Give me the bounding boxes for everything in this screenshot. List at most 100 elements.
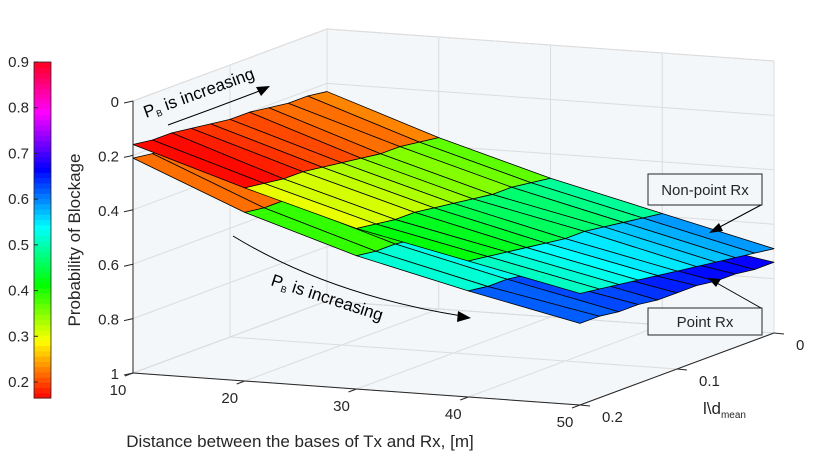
surface-non-point-rx bbox=[132, 91, 775, 294]
z-tick bbox=[123, 154, 134, 158]
x-tick bbox=[236, 380, 245, 385]
colorbar-tick-label: 0.5 bbox=[8, 237, 29, 254]
annotation-bottom-arrowhead bbox=[457, 311, 471, 322]
z-tick-label: 0.4 bbox=[98, 203, 119, 220]
point-rx-label: Point Rx bbox=[677, 314, 734, 331]
colorbar-segment bbox=[34, 298, 51, 305]
colorbar-segment bbox=[34, 356, 51, 362]
y-tick bbox=[579, 404, 591, 407]
y-tick-label: 0.1 bbox=[699, 373, 720, 390]
z-tick bbox=[123, 372, 134, 376]
point-rx-arrow bbox=[714, 281, 762, 309]
colorbar-segment bbox=[34, 119, 51, 126]
colorbar-segment bbox=[34, 125, 51, 131]
colorbar-segment bbox=[34, 182, 51, 189]
annotation-bottom-arrow bbox=[232, 235, 463, 317]
colorbar-segment bbox=[34, 272, 51, 278]
colorbar-tick-label: 0.2 bbox=[8, 374, 29, 391]
colorbar-segment bbox=[34, 224, 51, 231]
x-tick bbox=[571, 404, 581, 409]
gridline-z-left bbox=[132, 246, 328, 320]
x-tick-label: 10 bbox=[110, 382, 127, 399]
colorbar-segment bbox=[34, 361, 51, 368]
surface-face bbox=[467, 286, 600, 324]
nonpoint-rx-arrow bbox=[715, 204, 762, 230]
colorbar-segment bbox=[34, 104, 51, 110]
colorbar: 0.2 0.3 0.4 0.5 0.6 0.7 0.8 0.9 bbox=[8, 54, 52, 399]
colorbar-segment bbox=[34, 392, 51, 399]
colorbar-segment bbox=[34, 146, 51, 152]
z-tick-label: 1 bbox=[111, 366, 119, 383]
colorbar-segment bbox=[34, 329, 51, 336]
x-tick-label: 40 bbox=[445, 406, 462, 423]
nonpoint-rx-label: Non-point Rx bbox=[661, 182, 749, 199]
y-tick bbox=[676, 368, 688, 371]
colorbar-segment bbox=[34, 151, 51, 158]
colorbar-segment bbox=[34, 177, 51, 184]
colorbar-segment bbox=[34, 219, 51, 226]
y-axis-label: l\dmean bbox=[703, 399, 746, 421]
colorbar-segment bbox=[34, 319, 51, 326]
gridline-y-floor bbox=[229, 336, 678, 370]
colorbar-segment bbox=[34, 371, 51, 378]
x-tick bbox=[348, 388, 357, 393]
colorbar-segment bbox=[34, 77, 51, 84]
colorbar-segment bbox=[34, 335, 51, 341]
colorbar-segment bbox=[34, 109, 51, 116]
colorbar-segment bbox=[34, 161, 51, 168]
colorbar-segment bbox=[34, 308, 51, 315]
gridline-z-left bbox=[132, 300, 328, 374]
colorbar-frame bbox=[33, 61, 52, 399]
nonpoint-rx-arrowhead bbox=[709, 223, 723, 233]
z-tick-label: 0.6 bbox=[98, 257, 119, 274]
colorbar-tick-label: 0.4 bbox=[8, 283, 29, 300]
colorbar-segment bbox=[34, 340, 51, 347]
annotation-top-sub: B bbox=[155, 107, 164, 118]
z-tick-label: 0.2 bbox=[98, 148, 119, 165]
colorbar-segment bbox=[34, 235, 51, 242]
x-tick-label: 30 bbox=[333, 398, 350, 415]
colorbar-segment bbox=[34, 67, 51, 74]
colorbar-segment bbox=[34, 387, 51, 394]
y-tick-label: 0.2 bbox=[602, 409, 623, 426]
colorbar-segment bbox=[34, 214, 51, 221]
z-axis-label: Probability of Blockage bbox=[65, 154, 84, 327]
colorbar-tick-label: 0.8 bbox=[8, 100, 29, 117]
colorbar-segment bbox=[34, 287, 51, 294]
colorbar-segment bbox=[34, 98, 51, 105]
colorbar-segment bbox=[34, 193, 51, 200]
gridline-z-back bbox=[326, 82, 775, 116]
colorbar-segment bbox=[34, 156, 51, 163]
colorbar-segment bbox=[34, 140, 51, 147]
colorbar-segment bbox=[34, 167, 51, 173]
annotation-bottom-p: P bbox=[269, 271, 286, 293]
x-axis-label: Distance between the bases of Tx and Rx,… bbox=[126, 432, 473, 451]
colorbar-tick-label: 0.3 bbox=[8, 328, 29, 345]
x-tick-label: 50 bbox=[557, 414, 574, 431]
colorbar-segment bbox=[34, 203, 51, 210]
colorbar-segment bbox=[34, 83, 51, 89]
colorbar-segment bbox=[34, 251, 51, 257]
colorbar-segment bbox=[34, 135, 51, 142]
colorbar-segment bbox=[34, 382, 51, 389]
colorbar-segment bbox=[34, 277, 51, 284]
colorbar-tick-label: 0.6 bbox=[8, 191, 29, 208]
colorbar-segment bbox=[34, 130, 51, 137]
y-axis-label-main: l\d bbox=[703, 399, 721, 418]
colorbar-segment bbox=[34, 198, 51, 205]
y-axis-label-sub: mean bbox=[721, 410, 746, 421]
annotation-top-arrowhead bbox=[256, 86, 270, 96]
colorbar-segment bbox=[34, 282, 51, 289]
point-rx-callout: Point Rx bbox=[647, 278, 763, 336]
colorbar-segment bbox=[34, 93, 51, 100]
colorbar-tick-label: 0.7 bbox=[8, 145, 29, 162]
colorbar-segment bbox=[34, 88, 51, 95]
colorbar-segment bbox=[34, 261, 51, 268]
colorbar-segment bbox=[34, 114, 51, 121]
colorbar-segment bbox=[34, 324, 51, 331]
colorbar-segment bbox=[34, 256, 51, 263]
x-tick-label: 20 bbox=[221, 390, 238, 407]
nonpoint-rx-callout: Non-point Rx bbox=[647, 173, 763, 233]
colorbar-segment bbox=[34, 72, 51, 79]
